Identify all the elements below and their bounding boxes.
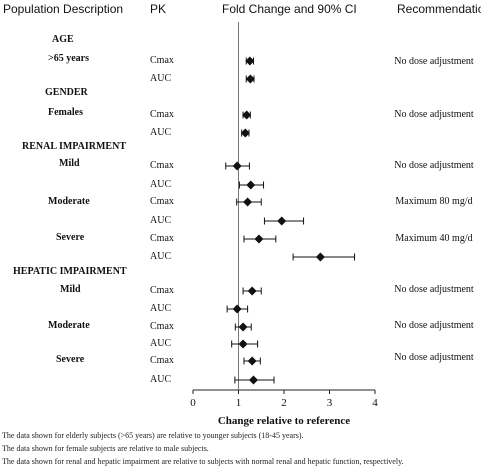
pk-label: AUC <box>150 374 172 385</box>
x-tick-label: 1 <box>236 397 242 409</box>
group-label-hepatic-mild: Mild <box>60 284 81 295</box>
point-estimate-diamond <box>247 286 257 296</box>
footnote-elderly: The data shown for elderly subjects (>65… <box>2 431 304 440</box>
header-population: Population Description <box>3 2 124 16</box>
group-label-hepatic-severe: Severe <box>56 354 85 365</box>
group-label-renal-severe: Severe <box>56 232 85 243</box>
pk-label: AUC <box>150 338 172 349</box>
recommendation-hepatic-moderate: No dose adjustment <box>394 320 474 331</box>
pk-label: Cmax <box>150 160 174 171</box>
point-estimate-diamond <box>240 128 250 138</box>
x-axis-label: Change relative to reference <box>218 415 350 427</box>
pk-label: Cmax <box>150 55 174 66</box>
x-tick-label: 2 <box>281 397 287 409</box>
recommendation-hepatic-severe: No dose adjustment <box>394 352 474 363</box>
footnote-impairment: The data shown for renal and hepatic imp… <box>2 457 404 466</box>
pk-label: AUC <box>150 127 172 138</box>
point-estimate-diamond <box>246 180 256 190</box>
pk-label: Cmax <box>150 233 174 244</box>
section-age: AGE <box>52 34 74 45</box>
recommendation-age: No dose adjustment <box>394 56 474 67</box>
section-renal: RENAL IMPAIRMENT <box>22 141 126 152</box>
group-label-renal-moderate: Moderate <box>48 196 90 207</box>
header-recommendation: Recommendation <box>397 2 481 16</box>
point-estimate-diamond <box>232 161 242 171</box>
point-estimate-diamond <box>245 56 255 66</box>
point-estimate-diamond <box>277 216 287 226</box>
pk-label: Cmax <box>150 321 174 332</box>
point-estimate-diamond <box>243 197 253 207</box>
header-fold-change: Fold Change and 90% CI <box>222 2 357 16</box>
pk-label: Cmax <box>150 355 174 366</box>
group-label-hepatic-moderate: Moderate <box>48 320 90 331</box>
point-estimate-diamond <box>315 252 325 262</box>
header-pk: PK <box>150 2 167 16</box>
pk-label: Cmax <box>150 196 174 207</box>
pk-label: AUC <box>150 303 172 314</box>
group-label-renal-mild: Mild <box>59 158 80 169</box>
recommendation-gender: No dose adjustment <box>394 109 474 120</box>
recommendation-renal-moderate: Maximum 80 mg/d <box>395 196 473 207</box>
pk-label: AUC <box>150 251 172 262</box>
x-tick-label: 3 <box>327 397 333 409</box>
point-estimate-diamond <box>238 339 248 349</box>
pk-label: AUC <box>150 215 172 226</box>
section-hepatic: HEPATIC IMPAIRMENT <box>13 266 127 277</box>
x-tick-label: 0 <box>190 397 196 409</box>
point-estimate-diamond <box>249 375 259 385</box>
section-gender: GENDER <box>45 87 88 98</box>
point-estimate-diamond <box>238 322 248 332</box>
group-label-over-65: >65 years <box>48 53 89 64</box>
recommendation-hepatic-mild: No dose adjustment <box>394 284 474 295</box>
footnote-female: The data shown for female subjects are r… <box>2 444 209 453</box>
pk-label: AUC <box>150 73 172 84</box>
point-estimate-diamond <box>242 110 252 120</box>
pk-label: Cmax <box>150 285 174 296</box>
recommendation-renal-mild: No dose adjustment <box>394 160 474 171</box>
recommendation-renal-severe: Maximum 40 mg/d <box>395 233 473 244</box>
group-label-females: Females <box>48 107 83 118</box>
point-estimate-diamond <box>247 356 257 366</box>
pk-label: AUC <box>150 179 172 190</box>
point-estimate-diamond <box>232 304 242 314</box>
point-estimate-diamond <box>254 234 264 244</box>
pk-label: Cmax <box>150 109 174 120</box>
x-tick-label: 4 <box>372 397 378 409</box>
point-estimate-diamond <box>245 74 255 84</box>
